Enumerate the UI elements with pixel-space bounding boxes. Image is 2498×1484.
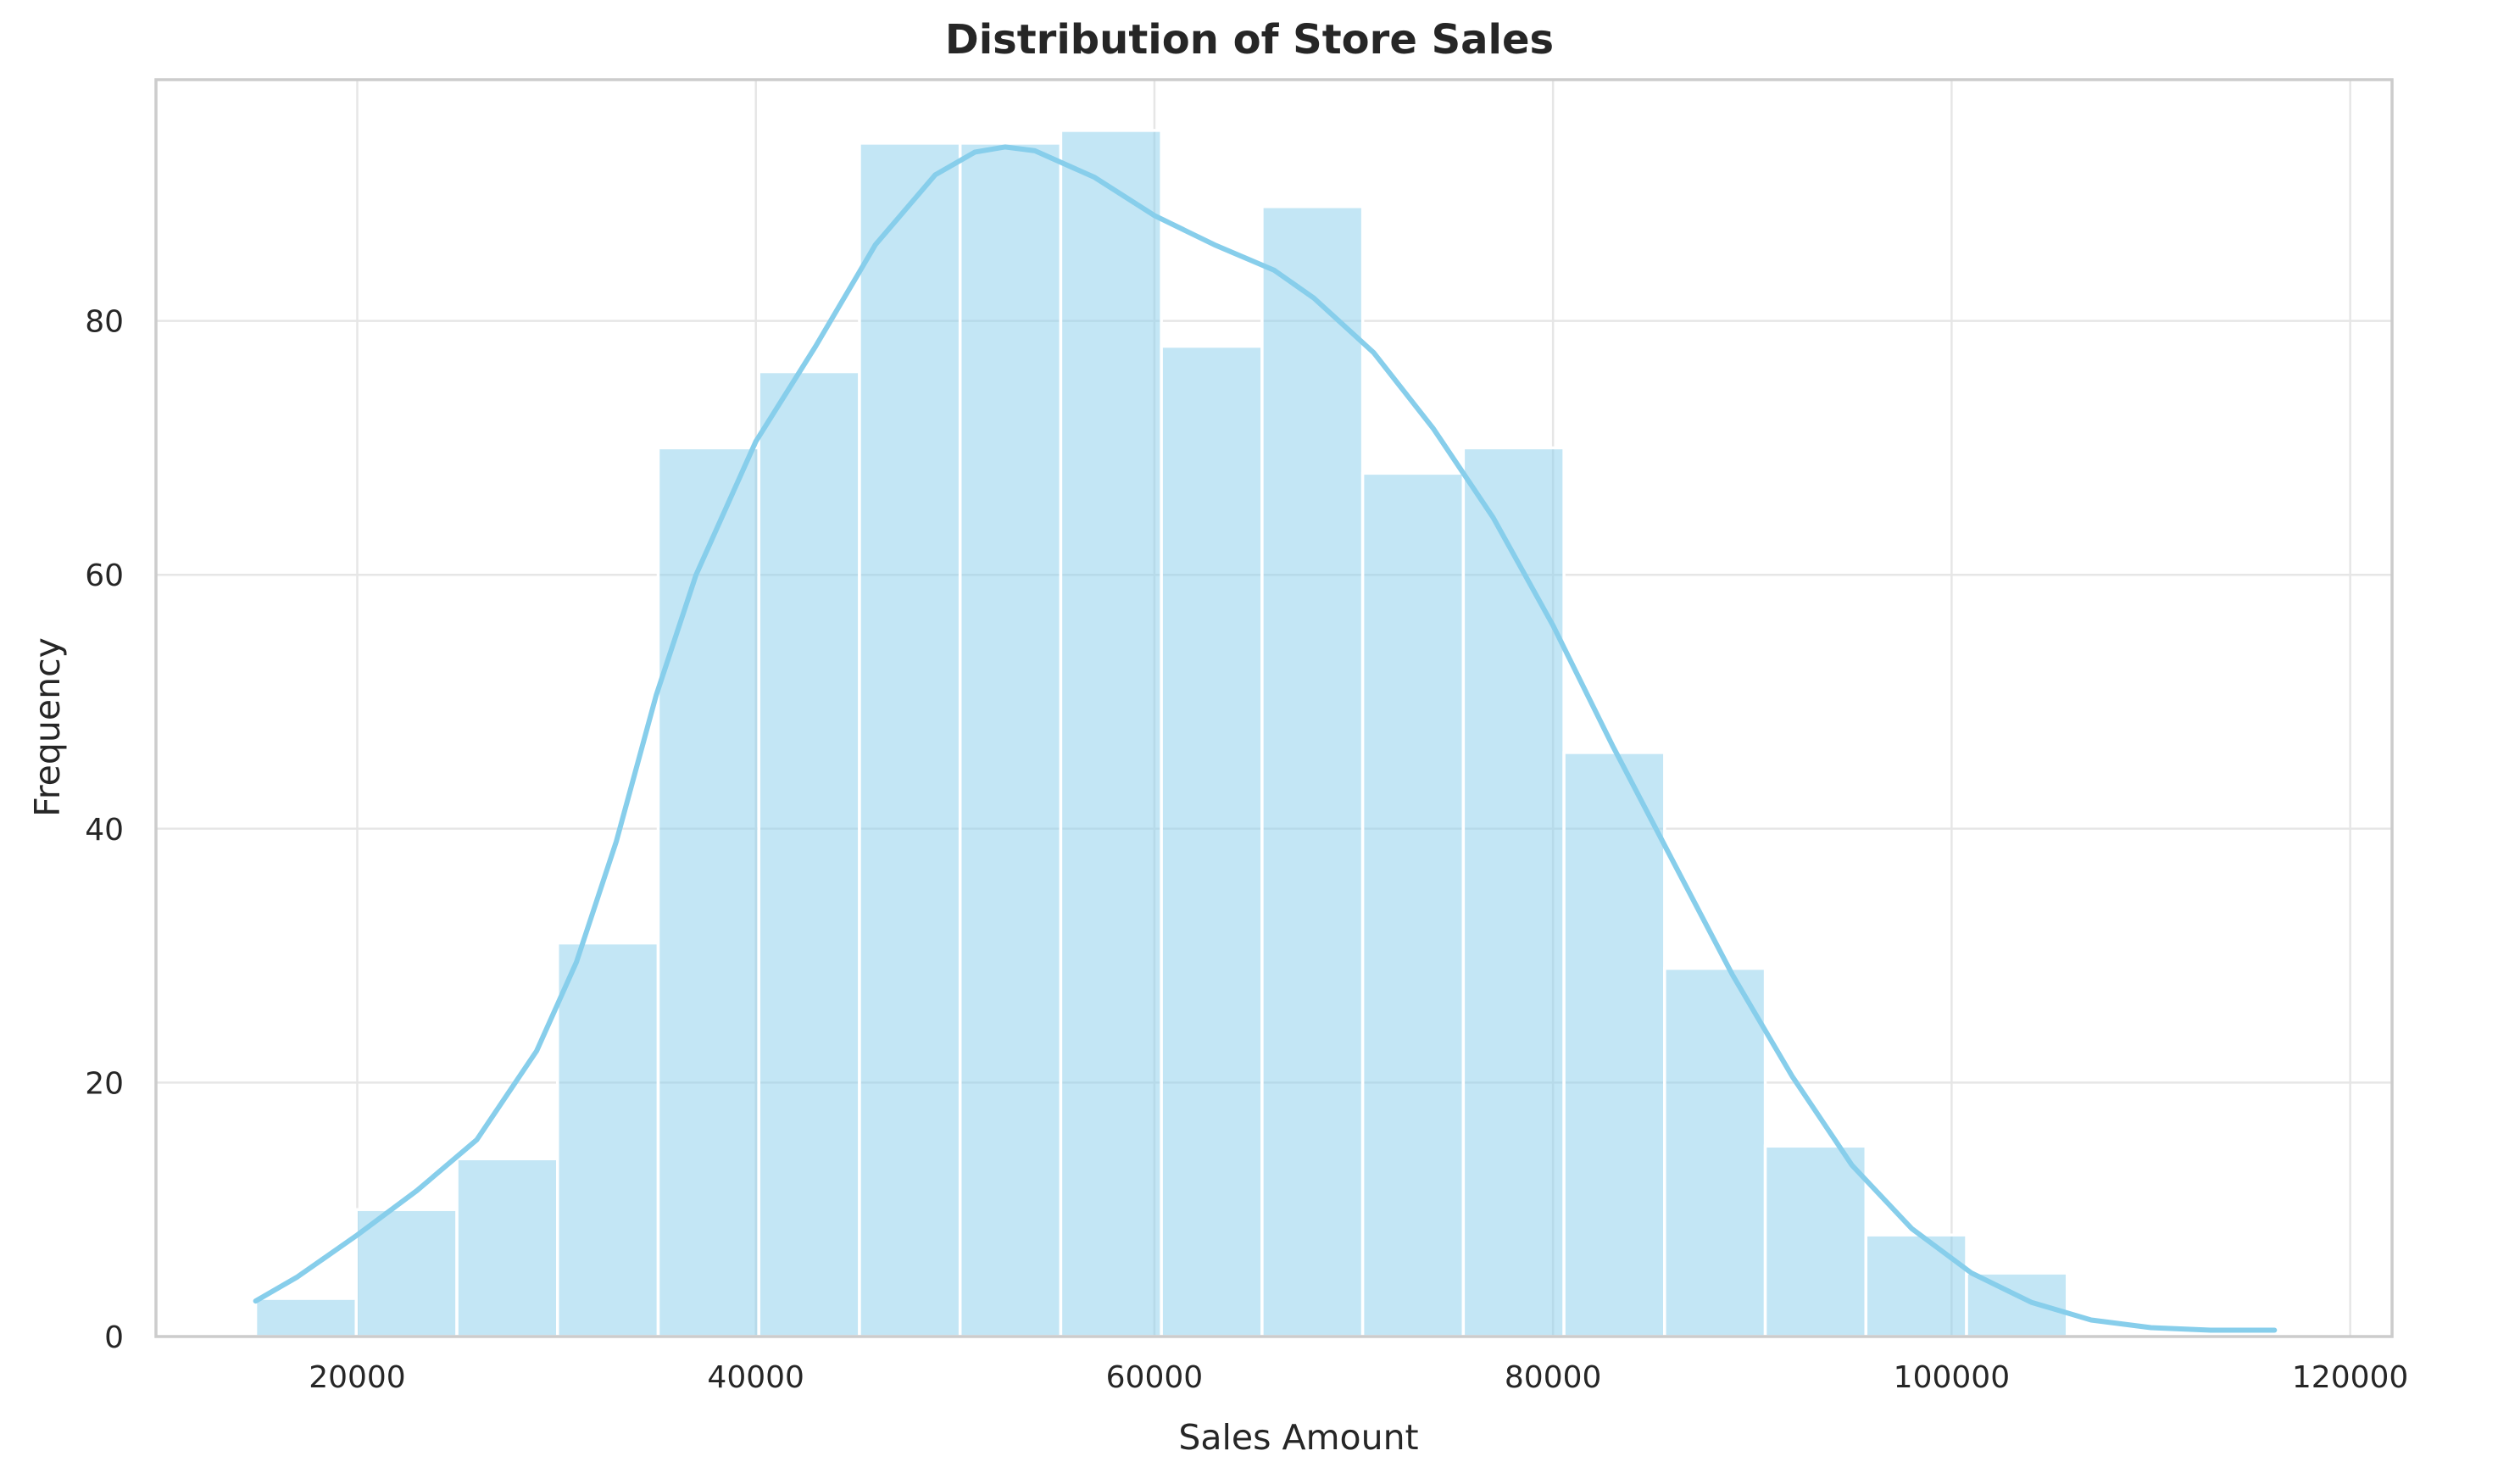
histogram-bar [1864,1233,1968,1338]
x-tick-label: 60000 [1106,1360,1204,1395]
plot-frame [154,78,2394,1338]
histogram-bar [1260,205,1365,1338]
y-tick-label: 40 [85,813,124,848]
histogram-bar [1059,129,1163,1338]
x-tick-label: 20000 [309,1360,406,1395]
chart-title: Distribution of Store Sales [945,16,1554,64]
x-tick-label: 80000 [1505,1360,1602,1395]
bars-layer [253,129,2069,1338]
histogram-bar [1461,446,1566,1338]
histogram-bar [656,446,760,1338]
histogram-bar [1763,1144,1868,1338]
x-tick-label: 120000 [2292,1360,2408,1395]
histogram-bar [1562,751,1666,1338]
histogram-bar [354,1208,459,1338]
kde-density-line [253,144,2278,1333]
y-tick-label: 60 [85,559,124,593]
y-tick-label: 80 [85,305,124,340]
histogram-bar [253,1297,359,1338]
histogram-bar [1360,471,1466,1338]
histogram-bar [858,142,962,1338]
y-axis-label: Frequency [27,637,68,817]
ticks-layer: 20000 40000 60000 80000 100000 120000 0 20 40 60 8… [85,305,2408,1395]
x-axis-label: Sales Amount [1178,1417,1418,1458]
histogram-bar [757,370,861,1338]
histogram-bar [1160,344,1264,1338]
x-tick-label: 40000 [707,1360,804,1395]
y-tick-label: 20 [85,1066,124,1101]
histogram-bar [455,1157,559,1338]
histogram-bar [1965,1271,2069,1338]
y-tick-label: 0 [104,1320,124,1355]
x-tick-label: 100000 [1894,1360,2010,1395]
histogram-bar [556,941,660,1338]
histogram-bar [1663,966,1767,1338]
histogram-bar [958,142,1063,1338]
